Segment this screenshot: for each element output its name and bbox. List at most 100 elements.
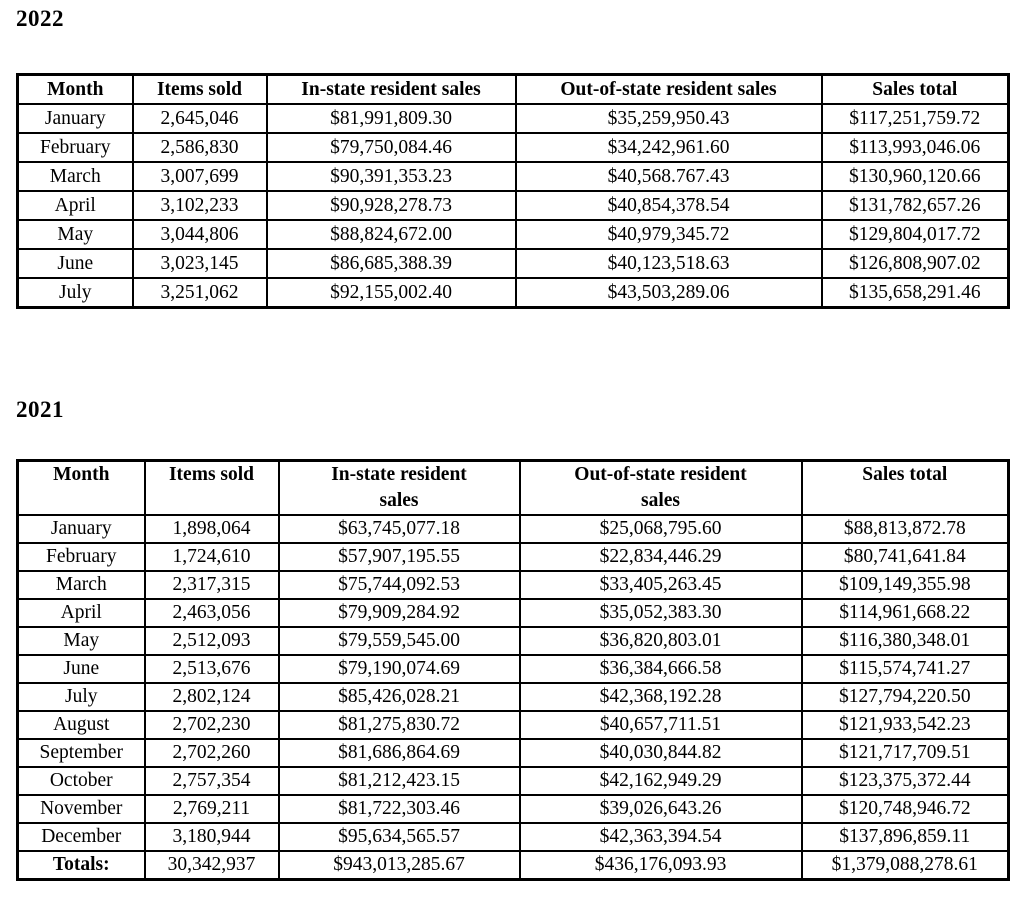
- value-cell: $79,750,084.46: [265, 132, 517, 163]
- value-cell: $35,259,950.43: [514, 103, 823, 134]
- value-cell: $81,991,809.30: [265, 103, 517, 134]
- header-row: Month Items sold In-state resident sales Ou…: [16, 73, 1010, 105]
- column-header: Items sold: [131, 73, 268, 105]
- value-cell: $109,149,355.98: [800, 570, 1010, 600]
- month-cell: January: [16, 103, 134, 134]
- month-cell: September: [16, 738, 146, 768]
- value-cell: $81,722,303.46: [277, 794, 521, 824]
- value-cell: $86,685,388.39: [265, 248, 517, 279]
- value-cell: $33,405,263.45: [518, 570, 803, 600]
- table-row: July 2,802,124 $85,426,028.21 $42,368,192.2…: [16, 682, 1010, 712]
- value-cell: 2,463,056: [143, 598, 280, 628]
- value-cell: $117,251,759.72: [820, 103, 1010, 134]
- value-cell: 3,023,145: [131, 248, 268, 279]
- value-cell: 1,724,610: [143, 542, 280, 572]
- value-cell: $42,162,949.29: [518, 766, 803, 796]
- value-cell: 2,317,315: [143, 570, 280, 600]
- value-cell: $126,808,907.02: [820, 248, 1010, 279]
- column-header: Items sold: [143, 459, 280, 516]
- value-cell: $22,834,446.29: [518, 542, 803, 572]
- year-heading-2021: 2021: [16, 397, 64, 422]
- value-cell: $85,426,028.21: [277, 682, 521, 712]
- value-cell: $79,909,284.92: [277, 598, 521, 628]
- year-heading-2022: 2022: [16, 6, 64, 31]
- value-cell: $35,052,383.30: [518, 598, 803, 628]
- month-cell: October: [16, 766, 146, 796]
- value-cell: $42,368,192.28: [518, 682, 803, 712]
- month-cell: March: [16, 570, 146, 600]
- value-cell: 30,342,937: [143, 850, 280, 881]
- table-row: May 2,512,093 $79,559,545.00 $36,820,803.01…: [16, 626, 1010, 656]
- value-cell: $40,979,345.72: [514, 219, 823, 250]
- value-cell: $88,824,672.00: [265, 219, 517, 250]
- table-row: October 2,757,354 $81,212,423.15 $42,162,94…: [16, 766, 1010, 796]
- value-cell: 2,645,046: [131, 103, 268, 134]
- table-row: April 2,463,056 $79,909,284.92 $35,052,383.…: [16, 598, 1010, 628]
- value-cell: $80,741,641.84: [800, 542, 1010, 572]
- value-cell: $121,933,542.23: [800, 710, 1010, 740]
- totals-label-cell: Totals:: [16, 850, 146, 881]
- table-row: April 3,102,233 $90,928,278.73 $40,854,378.…: [16, 190, 1010, 221]
- column-header: In-state resident sales: [265, 73, 517, 105]
- month-cell: April: [16, 598, 146, 628]
- sales-table-2022: Month Items sold In-state resident sales Ou…: [16, 73, 1010, 309]
- month-cell: August: [16, 710, 146, 740]
- value-cell: $63,745,077.18: [277, 514, 521, 544]
- value-cell: $95,634,565.57: [277, 822, 521, 852]
- value-cell: $81,686,864.69: [277, 738, 521, 768]
- header-row: Month Items sold In-state resident sales Ou…: [16, 459, 1010, 516]
- value-cell: $25,068,795.60: [518, 514, 803, 544]
- value-cell: 3,251,062: [131, 277, 268, 309]
- table-row: September 2,702,260 $81,686,864.69 $40,030,…: [16, 738, 1010, 768]
- table-row: January 1,898,064 $63,745,077.18 $25,068,79…: [16, 514, 1010, 544]
- table-row: January 2,645,046 $81,991,809.30 $35,259,95…: [16, 103, 1010, 134]
- column-header: Out-of-state resident sales: [514, 73, 823, 105]
- value-cell: $36,384,666.58: [518, 654, 803, 684]
- value-cell: $1,379,088,278.61: [800, 850, 1010, 881]
- table-row: March 3,007,699 $90,391,353.23 $40,568.767.…: [16, 161, 1010, 192]
- value-cell: $92,155,002.40: [265, 277, 517, 309]
- column-header: Sales total: [820, 73, 1010, 105]
- value-cell: $115,574,741.27: [800, 654, 1010, 684]
- table-row: August 2,702,230 $81,275,830.72 $40,657,711…: [16, 710, 1010, 740]
- column-header: In-state resident sales: [277, 459, 521, 516]
- value-cell: $88,813,872.78: [800, 514, 1010, 544]
- value-cell: $90,391,353.23: [265, 161, 517, 192]
- value-cell: $943,013,285.67: [277, 850, 521, 881]
- table-row: December 3,180,944 $95,634,565.57 $42,363,3…: [16, 822, 1010, 852]
- value-cell: $135,658,291.46: [820, 277, 1010, 309]
- table-row: June 2,513,676 $79,190,074.69 $36,384,666.5…: [16, 654, 1010, 684]
- value-cell: $131,782,657.26: [820, 190, 1010, 221]
- value-cell: $127,794,220.50: [800, 682, 1010, 712]
- value-cell: 2,702,260: [143, 738, 280, 768]
- value-cell: $34,242,961.60: [514, 132, 823, 163]
- value-cell: $40,123,518.63: [514, 248, 823, 279]
- value-cell: $79,190,074.69: [277, 654, 521, 684]
- table-row: March 2,317,315 $75,744,092.53 $33,405,263.…: [16, 570, 1010, 600]
- value-cell: 3,102,233: [131, 190, 268, 221]
- value-cell: $79,559,545.00: [277, 626, 521, 656]
- value-cell: $436,176,093.93: [518, 850, 803, 881]
- month-cell: May: [16, 219, 134, 250]
- table-row: February 1,724,610 $57,907,195.55 $22,834,4…: [16, 542, 1010, 572]
- value-cell: $129,804,017.72: [820, 219, 1010, 250]
- table-row: February 2,586,830 $79,750,084.46 $34,242,9…: [16, 132, 1010, 163]
- value-cell: $123,375,372.44: [800, 766, 1010, 796]
- month-cell: December: [16, 822, 146, 852]
- value-cell: $116,380,348.01: [800, 626, 1010, 656]
- month-cell: November: [16, 794, 146, 824]
- month-cell: June: [16, 248, 134, 279]
- value-cell: $75,744,092.53: [277, 570, 521, 600]
- value-cell: 1,898,064: [143, 514, 280, 544]
- column-header: Sales total: [800, 459, 1010, 516]
- document-page: 2022 Month Items sold In-state resident sa…: [16, 6, 1010, 881]
- value-cell: $120,748,946.72: [800, 794, 1010, 824]
- month-cell: February: [16, 542, 146, 572]
- value-cell: 3,007,699: [131, 161, 268, 192]
- value-cell: 2,513,676: [143, 654, 280, 684]
- month-cell: May: [16, 626, 146, 656]
- value-cell: 2,757,354: [143, 766, 280, 796]
- value-cell: $40,030,844.82: [518, 738, 803, 768]
- value-cell: 3,044,806: [131, 219, 268, 250]
- value-cell: $113,993,046.06: [820, 132, 1010, 163]
